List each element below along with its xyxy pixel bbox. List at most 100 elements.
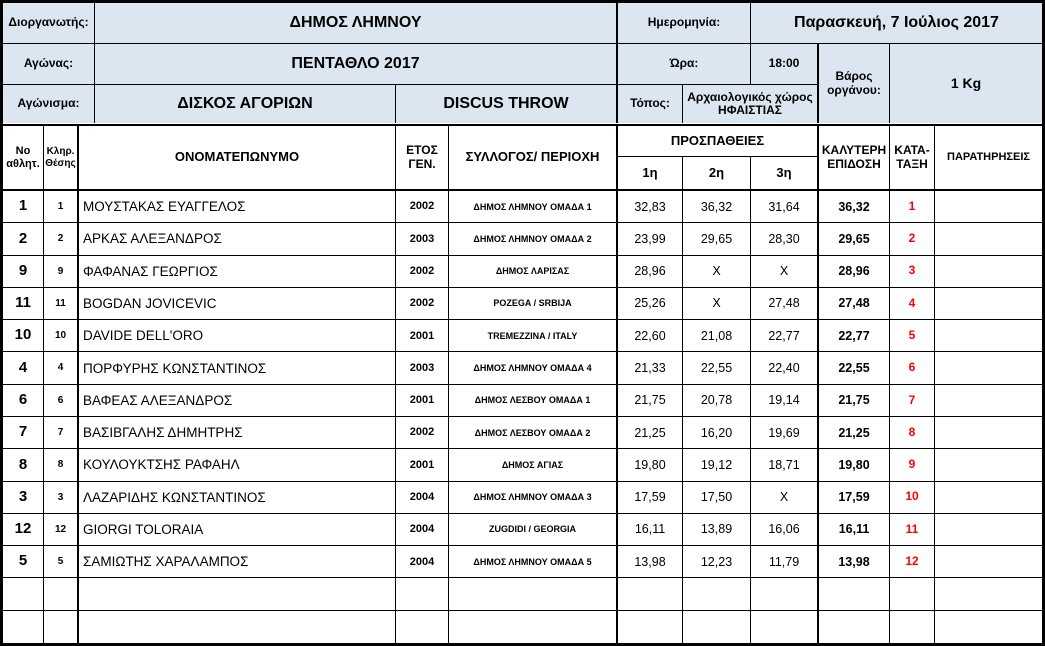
- best-performance-cell: 13,98: [819, 546, 890, 579]
- athlete-row: 6 6 ΒΑΦΕΑΣ ΑΛΕΞΑΝΔΡΟΣ 2001 ΔΗΜΟΣ ΛΕΣΒΟΥ …: [3, 384, 1042, 417]
- draw-position-cell: 2: [44, 223, 79, 256]
- athlete-row: 1 1 ΜΟΥΣΤΑΚΑΣ ΕΥΑΓΓΕΛΟΣ 2002 ΔΗΜΟΣ ΛΗΜΝΟ…: [3, 191, 1042, 224]
- club-cell: ΔΗΜΟΣ ΛΕΣΒΟΥ ΟΜΑΔΑ 1: [449, 384, 618, 417]
- athlete-name-cell: BOGDAN JOVICEVIC: [79, 287, 396, 321]
- results-body: 1 1 ΜΟΥΣΤΑΚΑΣ ΕΥΑΓΓΕΛΟΣ 2002 ΔΗΜΟΣ ΛΗΜΝΟ…: [3, 191, 1042, 643]
- attempt-2-cell: 36,32: [683, 191, 751, 224]
- best-performance-cell: 16,11: [819, 513, 890, 547]
- attempt-1-cell: 17,59: [618, 481, 683, 514]
- notes-cell: [935, 288, 1042, 321]
- draw-position-cell: 12: [44, 513, 79, 547]
- attempt-2-cell: 21,08: [683, 320, 751, 353]
- rank-cell: 12: [890, 546, 935, 579]
- birth-year-cell: 2002: [396, 287, 449, 321]
- best-performance-cell: 36,32: [819, 191, 890, 224]
- attempt-3-cell: 11,79: [751, 546, 819, 579]
- athlete-no-cell: 9: [3, 255, 44, 288]
- attempt-3-cell: 19,69: [751, 416, 819, 450]
- draw-position-cell: [44, 610, 79, 643]
- rank-cell: 7: [890, 384, 935, 417]
- attempt-2-cell: 13,89: [683, 513, 751, 547]
- draw-position-cell: [44, 578, 79, 611]
- birth-year-cell: 2004: [396, 481, 449, 514]
- draw-position-cell: 7: [44, 416, 79, 450]
- rank-cell: 3: [890, 255, 935, 288]
- athlete-no-cell: 4: [3, 352, 44, 385]
- draw-position-cell: 1: [44, 191, 79, 224]
- attempt-2-cell: [683, 610, 751, 643]
- attempt-3-cell: 16,06: [751, 513, 819, 547]
- attempt-3-cell: 27,48: [751, 287, 819, 321]
- rank-cell: [890, 578, 935, 611]
- birth-year-cell: 2004: [396, 513, 449, 547]
- col-header-birth-year: ΕΤΟΣ ΓΕΝ.: [396, 126, 449, 189]
- athlete-row: 8 8 ΚΟΥΛΟΥΚΤΣΗΣ ΡΑΦΑΗΛ 2001 ΔΗΜΟΣ ΑΓΙΑΣ …: [3, 449, 1042, 482]
- athlete-name-cell: ΣΑΜΙΩΤΗΣ ΧΑΡΑΛΑΜΠΟΣ: [79, 546, 396, 579]
- birth-year-cell: 2001: [396, 384, 449, 417]
- athlete-no-cell: 1: [3, 191, 44, 224]
- rank-cell: 2: [890, 223, 935, 256]
- club-cell: POZEGA / SRBIJA: [449, 287, 618, 321]
- attempt-1-cell: 28,96: [618, 255, 683, 288]
- athlete-no-cell: [3, 578, 44, 611]
- birth-year-cell: 2003: [396, 352, 449, 385]
- col-header-name: ΟΝΟΜΑΤΕΠΩΝΥΜΟ: [79, 126, 396, 189]
- athlete-row: [3, 578, 1042, 611]
- best-performance-cell: 29,65: [819, 223, 890, 256]
- athlete-name-cell: ΛΑΖΑΡΙΔΗΣ ΚΩΝΣΤΑΝΤΙΝΟΣ: [79, 481, 396, 514]
- col-header-notes: ΠΑΡΑΤΗΡΗΣΕΙΣ: [935, 126, 1042, 189]
- athlete-name-cell: ΜΟΥΣΤΑΚΑΣ ΕΥΑΓΓΕΛΟΣ: [79, 191, 396, 224]
- best-performance-cell: 22,77: [819, 320, 890, 353]
- athlete-name-cell: [79, 610, 396, 643]
- attempt-3-cell: 31,64: [751, 191, 819, 224]
- notes-cell: [935, 223, 1042, 256]
- birth-year-cell: 2001: [396, 320, 449, 353]
- club-cell: ΔΗΜΟΣ ΛΗΜΝΟΥ ΟΜΑΔΑ 3: [449, 481, 618, 514]
- birth-year-cell: 2004: [396, 546, 449, 579]
- athlete-name-cell: [79, 578, 396, 611]
- organizer-label: Διοργανωτής:: [3, 3, 95, 44]
- attempt-2-cell: X: [683, 255, 751, 288]
- attempt-3-cell: 18,71: [751, 449, 819, 482]
- attempt-1-cell: 13,98: [618, 546, 683, 579]
- notes-cell: [935, 191, 1042, 224]
- rank-cell: [890, 610, 935, 643]
- club-cell: ΔΗΜΟΣ ΛΕΣΒΟΥ ΟΜΑΔΑ 2: [449, 416, 618, 450]
- athlete-row: 2 2 ΑΡΚΑΣ ΑΛΕΞΑΝΔΡΟΣ 2003 ΔΗΜΟΣ ΛΗΜΝΟΥ Ο…: [3, 223, 1042, 256]
- notes-cell: [935, 546, 1042, 579]
- athlete-name-cell: ΒΑΦΕΑΣ ΑΛΕΞΑΝΔΡΟΣ: [79, 384, 396, 417]
- attempt-1-cell: 21,33: [618, 352, 683, 385]
- col-header-club: ΣΥΛΛΟΓΟΣ/ ΠΕΡΙΟΧΗ: [449, 126, 618, 189]
- best-performance-cell: 21,75: [819, 384, 890, 417]
- attempt-1-cell: [618, 578, 683, 611]
- best-performance-cell: 21,25: [819, 416, 890, 450]
- event-name-english: DISCUS THROW: [396, 85, 618, 123]
- notes-cell: [935, 256, 1042, 288]
- col-header-attempts: ΠΡΟΣΠΑΘΕΙΕΣ: [618, 126, 819, 157]
- club-cell: ΔΗΜΟΣ ΛΗΜΝΟΥ ΟΜΑΔΑ 5: [449, 546, 618, 579]
- birth-year-cell: 2003: [396, 223, 449, 256]
- athlete-row: 9 9 ΦΑΦΑΝΑΣ ΓΕΩΡΓΙΟΣ 2002 ΔΗΜΟΣ ΛΑΡΙΣΑΣ …: [3, 255, 1042, 288]
- athlete-no-cell: 10: [3, 320, 44, 353]
- birth-year-cell: 2002: [396, 416, 449, 450]
- club-cell: TREMEZZINA / ITALY: [449, 320, 618, 353]
- athlete-name-cell: ΠΟΡΦΥΡΗΣ ΚΩΝΣΤΑΝΤΙΝΟΣ: [79, 352, 396, 385]
- info-section: Διοργανωτής: ΔΗΜΟΣ ΛΗΜΝΟΥ Ημερομηνία: Πα…: [3, 3, 1042, 126]
- best-performance-cell: 27,48: [819, 287, 890, 321]
- athlete-no-cell: 2: [3, 223, 44, 256]
- attempt-3-cell: [751, 578, 819, 611]
- athlete-no-cell: 5: [3, 546, 44, 579]
- athlete-no-cell: 11: [3, 287, 44, 321]
- weight-value: 1 Kg: [890, 44, 1042, 123]
- col-header-rank: ΚΑΤΑ-ΤΑΞΗ: [890, 126, 935, 189]
- event-label: Αγώνισμα:: [3, 85, 95, 123]
- attempt-2-cell: 19,12: [683, 449, 751, 482]
- competition-label: Αγώνας:: [3, 44, 95, 85]
- athlete-row: [3, 610, 1042, 643]
- draw-position-cell: 11: [44, 287, 79, 321]
- date-label: Ημερομηνία:: [618, 3, 751, 44]
- rank-cell: 11: [890, 513, 935, 547]
- athlete-name-cell: ΦΑΦΑΝΑΣ ΓΕΩΡΓΙΟΣ: [79, 255, 396, 288]
- notes-cell: [935, 385, 1042, 417]
